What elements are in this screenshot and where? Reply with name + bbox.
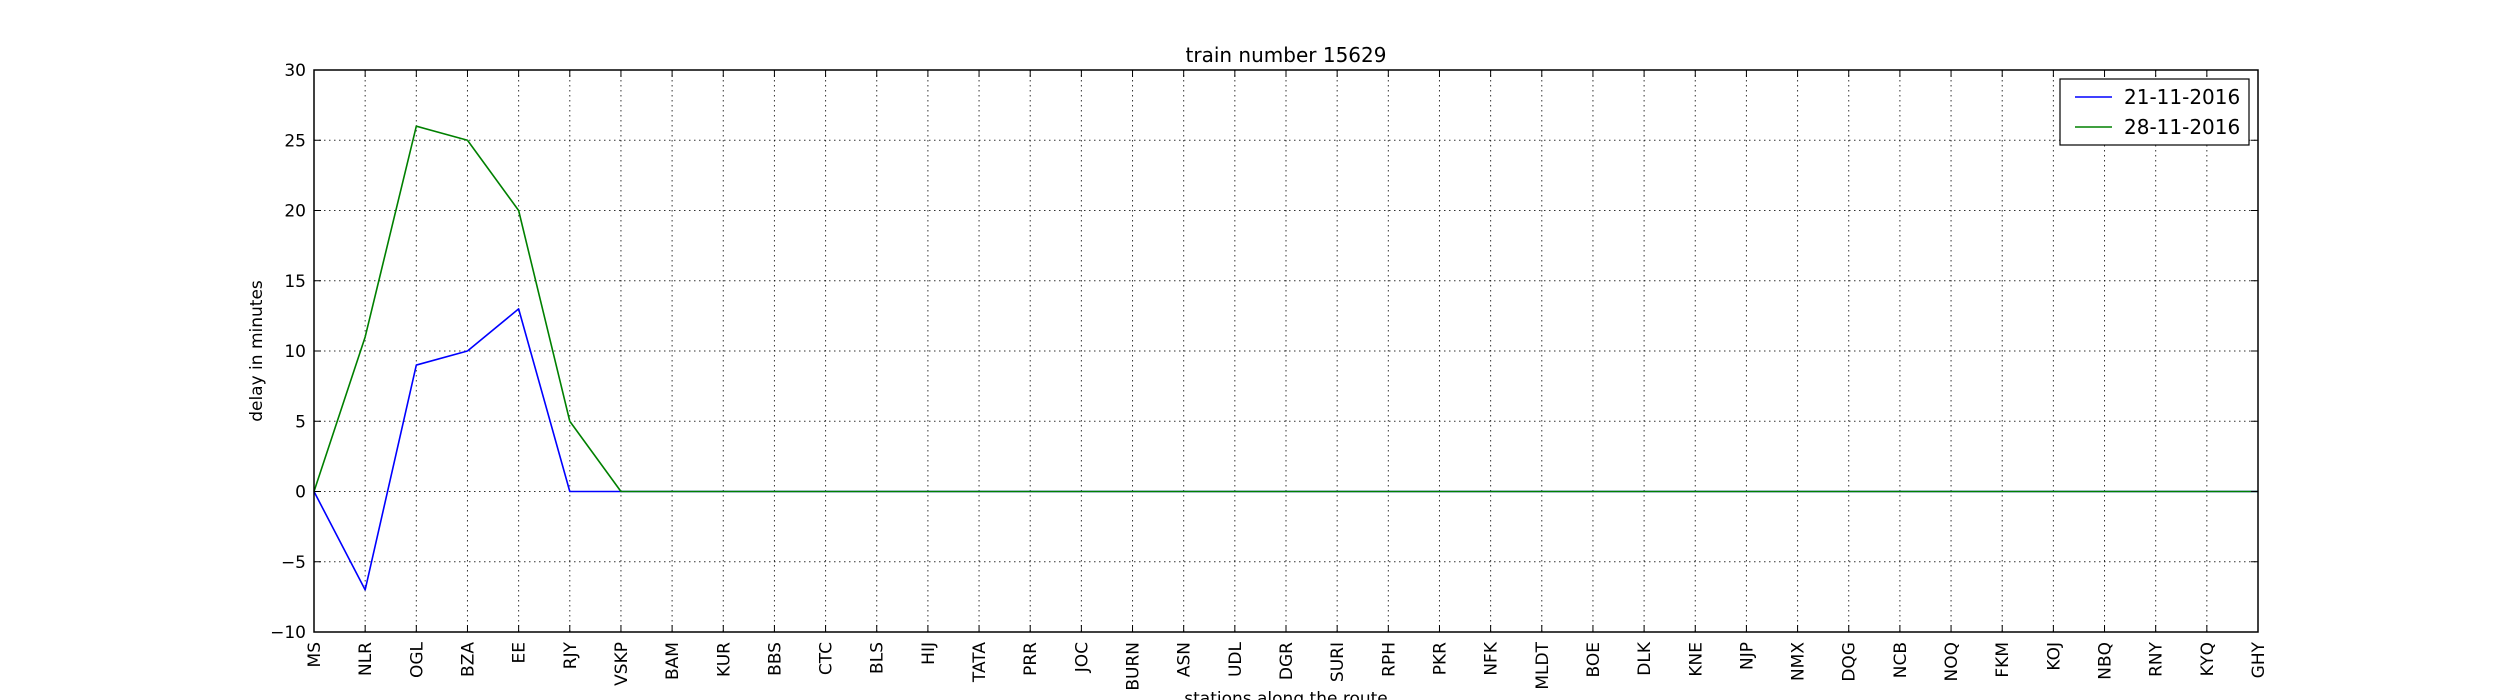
x-tick-label: TATA [970, 642, 990, 683]
x-tick-label: BAM [663, 642, 683, 680]
x-tick-label: MS [305, 642, 325, 667]
y-tick-label: 25 [284, 131, 306, 151]
x-tick-label: NLR [356, 642, 376, 676]
legend-label-21-11-2016: 21-11-2016 [2124, 85, 2240, 109]
series-line-28-11-2016 [313, 125, 2258, 493]
x-tick-label: RJY [561, 641, 581, 669]
y-tick-label: 20 [284, 202, 306, 222]
x-tick-label: DLK [1635, 641, 1655, 676]
x-tick-label: MLDT [1533, 641, 1553, 689]
x-tick-label: PRR [1021, 642, 1041, 676]
x-tick-labels: MS NLR OGL BZA EE RJY VSKP BAM KUR BBS CTC BLS HIJ TA… [305, 641, 2269, 690]
x-tick-label: NMX [1789, 642, 1809, 681]
x-tick-label: KOJ [2044, 642, 2064, 671]
x-tick-label: BZA [458, 642, 478, 677]
x-tick-label: KUR [714, 642, 734, 677]
x-tick-label: BLS [868, 642, 888, 674]
legend: 21-11-2016 28-11-2016 [2059, 78, 2250, 146]
x-tick-label: RNY [2147, 641, 2167, 677]
x-tick-label: KYQ [2198, 642, 2218, 676]
chart-title: train number 15629 [1186, 43, 1387, 67]
x-tick-label: DQG [1840, 642, 1860, 682]
x-tick-label: FKM [1993, 642, 2013, 678]
x-tick-label: NFK [1482, 641, 1502, 675]
series-layer [313, 125, 2258, 591]
y-tick-label: 15 [284, 272, 306, 292]
x-tick-label: UDL [1226, 641, 1246, 677]
x-tick-label: OGL [407, 641, 427, 678]
y-axis-label: delay in minutes [247, 280, 267, 422]
x-tick-label: DGR [1277, 642, 1297, 680]
x-tick-label: BOE [1584, 642, 1604, 678]
tick-marks [313, 69, 2259, 633]
legend-label-28-11-2016: 28-11-2016 [2124, 115, 2240, 139]
legend-box [2059, 78, 2250, 146]
x-tick-label: BBS [765, 642, 785, 676]
y-tick-label: 30 [284, 61, 306, 81]
x-tick-label: VSKP [612, 642, 632, 686]
x-tick-label: NBQ [2096, 642, 2116, 680]
x-tick-label: KNE [1686, 642, 1706, 677]
y-tick-label: −5 [281, 553, 306, 573]
x-tick-label: NOQ [1942, 642, 1962, 681]
x-tick-label: BURN [1124, 642, 1144, 691]
x-tick-label: CTC [817, 642, 837, 675]
x-tick-label: JOC [1072, 642, 1092, 673]
x-tick-label: NCB [1891, 642, 1911, 678]
x-tick-label: SURI [1328, 642, 1348, 682]
x-tick-label: RPH [1379, 642, 1399, 677]
x-tick-label: PKR [1430, 642, 1450, 675]
x-tick-label: HIJ [919, 642, 939, 665]
y-tick-label: 0 [295, 483, 306, 503]
y-tick-label: 5 [295, 412, 306, 432]
x-tick-label: NJP [1737, 642, 1757, 670]
x-tick-label: GHY [2249, 641, 2269, 678]
y-tick-labels: −10 −5 0 5 10 15 20 25 30 [270, 61, 306, 643]
x-tick-label: ASN [1175, 642, 1195, 677]
grid [313, 69, 2259, 633]
x-axis-label: stations along the route [1184, 689, 1388, 700]
y-tick-label: −10 [270, 623, 306, 643]
x-tick-label: EE [510, 642, 530, 663]
y-tick-label: 10 [284, 342, 306, 362]
